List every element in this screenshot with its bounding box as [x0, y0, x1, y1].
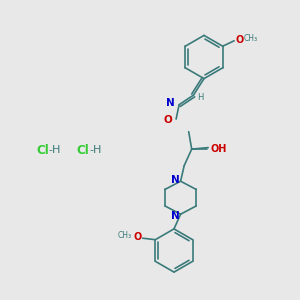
Text: -H: -H	[49, 145, 61, 155]
Text: O: O	[163, 115, 172, 125]
Text: N: N	[171, 211, 180, 221]
Text: N: N	[171, 175, 180, 185]
Text: H: H	[197, 93, 203, 102]
Text: Cl: Cl	[36, 143, 49, 157]
Text: O: O	[133, 232, 142, 242]
Text: Cl: Cl	[76, 143, 89, 157]
Text: -H: -H	[89, 145, 101, 155]
Text: CH₃: CH₃	[244, 34, 258, 43]
Text: N: N	[166, 98, 175, 109]
Text: CH₃: CH₃	[117, 231, 131, 240]
Text: O: O	[235, 35, 244, 45]
Text: OH: OH	[210, 143, 227, 154]
